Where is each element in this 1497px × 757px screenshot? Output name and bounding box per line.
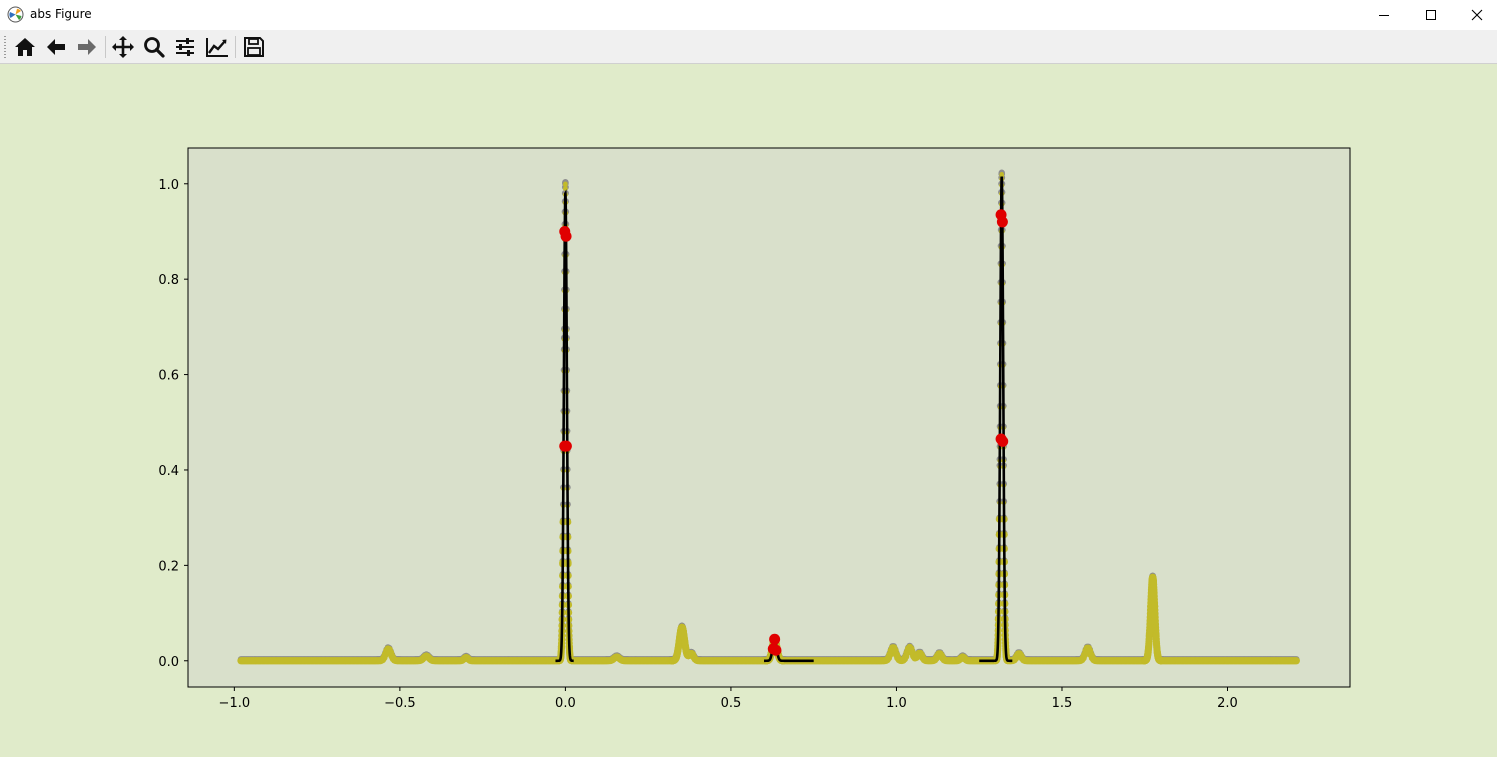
title-bar: abs Figure — [0, 0, 1497, 30]
y-tick-label: 0.0 — [158, 655, 179, 670]
zoom-button[interactable] — [141, 34, 167, 60]
home-icon — [15, 38, 35, 56]
peak-point — [996, 216, 1008, 228]
window-title: abs Figure — [30, 7, 92, 21]
y-tick-label: 0.8 — [158, 273, 179, 288]
fit-line — [555, 189, 574, 663]
edit-axis-button[interactable] — [204, 34, 230, 60]
chart-line-icon — [206, 38, 228, 57]
figure-canvas[interactable]: −1.0 −0.5 0.0 0.5 1.0 1.5 2.0 0.0 0.2 0.4 0.6 0.8 1… — [0, 64, 1497, 757]
peak-point — [997, 435, 1009, 447]
save-button[interactable] — [241, 34, 267, 60]
y-tick-label: 1.0 — [158, 178, 179, 193]
move-icon — [112, 36, 134, 58]
x-tick-label: −1.0 — [219, 696, 251, 711]
axes-background — [188, 148, 1350, 687]
toolbar-separator — [235, 36, 236, 58]
x-axis-ticks: −1.0 −0.5 0.0 0.5 1.0 1.5 2.0 — [219, 687, 1238, 711]
axes-frame — [187, 147, 1351, 688]
x-tick-label: 1.5 — [1052, 696, 1073, 711]
spectrum-point — [563, 186, 568, 191]
spectrum-point — [1292, 657, 1300, 665]
navigation-toolbar — [0, 30, 1497, 64]
minimize-button[interactable] — [1361, 0, 1407, 30]
arrow-left-icon — [47, 39, 65, 55]
peak-point — [769, 633, 781, 645]
sliders-icon — [176, 38, 194, 56]
spectrum-point — [563, 182, 568, 188]
y-tick-label: 0.2 — [158, 559, 179, 574]
peak-point — [560, 440, 572, 452]
x-tick-label: 1.0 — [886, 696, 907, 711]
minimize-icon — [1379, 15, 1389, 16]
pan-button[interactable] — [110, 34, 136, 60]
forward-button[interactable] — [74, 34, 100, 60]
peak-point — [560, 230, 572, 242]
arrow-right-icon — [78, 39, 96, 55]
matplotlib-icon — [7, 6, 24, 23]
toolbar-separator — [105, 36, 106, 58]
close-icon — [1471, 9, 1483, 21]
close-button[interactable] — [1454, 0, 1497, 30]
maximize-button[interactable] — [1408, 0, 1454, 30]
home-button[interactable] — [12, 34, 38, 60]
maximize-icon — [1426, 10, 1436, 20]
x-tick-label: 2.0 — [1217, 696, 1238, 711]
peak-points — [559, 209, 1009, 656]
y-axis-ticks: 0.0 0.2 0.4 0.6 0.8 1.0 — [158, 178, 188, 670]
y-tick-label: 0.6 — [158, 369, 179, 384]
peak-point — [770, 644, 782, 656]
x-tick-label: −0.5 — [384, 696, 416, 711]
back-button[interactable] — [43, 34, 69, 60]
x-tick-label: 0.5 — [721, 696, 742, 711]
search-icon — [144, 37, 165, 58]
toolbar-grip[interactable] — [4, 36, 6, 58]
save-icon — [244, 37, 264, 57]
configure-subplots-button[interactable] — [172, 34, 198, 60]
fit-line — [979, 176, 1013, 663]
x-tick-label: 0.0 — [555, 696, 576, 711]
y-tick-label: 0.4 — [158, 464, 179, 479]
